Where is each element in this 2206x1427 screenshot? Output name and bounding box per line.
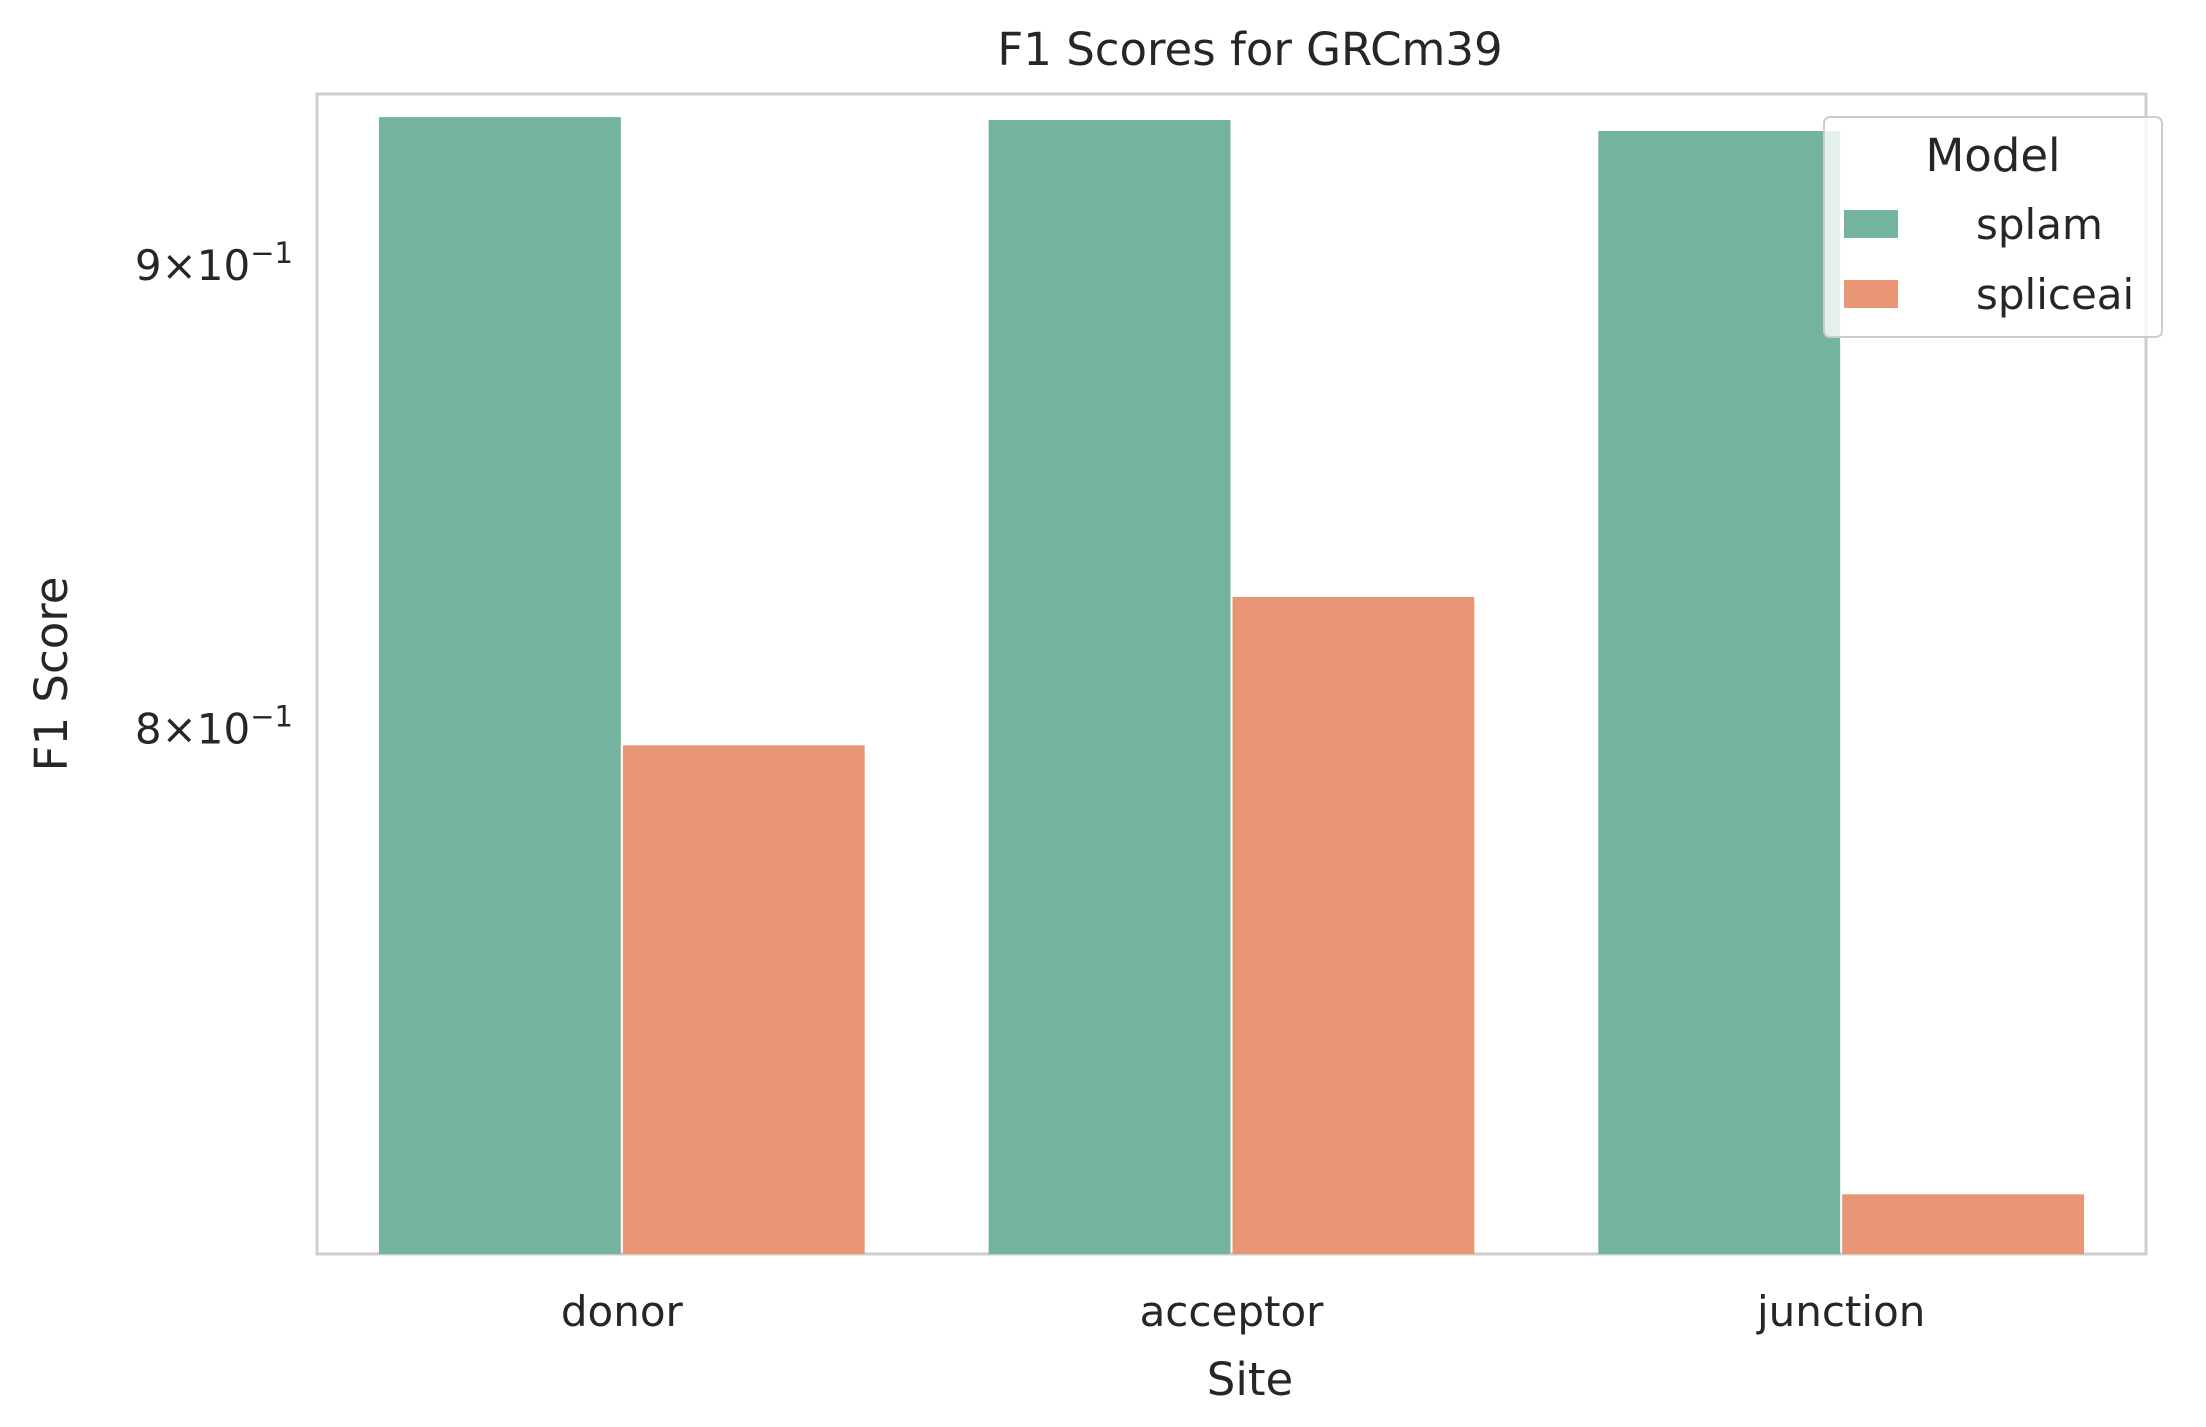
bar-splam-junction	[1598, 131, 1841, 1255]
y-tick-label: 8×10−1	[135, 700, 293, 754]
legend-box	[1823, 116, 2163, 338]
legend-swatch-splam	[1844, 210, 1898, 238]
x-tick-label-donor: donor	[561, 1287, 684, 1336]
legend-label-splam: splam	[1976, 200, 2103, 249]
bars-group	[378, 117, 2085, 1255]
legend-swatch-spliceai	[1844, 280, 1898, 308]
x-tick-labels: donor acceptor junction	[561, 1287, 1926, 1336]
chart-title: F1 Scores for GRCm39	[997, 23, 1502, 76]
x-tick-label-junction: junction	[1756, 1287, 1925, 1336]
bar-spliceai-acceptor	[1232, 597, 1475, 1254]
bar-splam-donor	[378, 117, 621, 1255]
y-tick-label: 9×10−1	[135, 236, 293, 290]
x-axis-label: Site	[1207, 1353, 1293, 1406]
bar-spliceai-donor	[622, 745, 865, 1254]
legend-title: Model	[1925, 129, 2060, 182]
bar-spliceai-junction	[1842, 1194, 2085, 1254]
y-tick-labels: 9×10−1 8×10−1	[135, 236, 293, 753]
legend: Model splam spliceai	[1823, 116, 2163, 338]
x-tick-label-acceptor: acceptor	[1140, 1287, 1325, 1336]
y-axis-label: F1 Score	[25, 577, 78, 772]
bar-splam-acceptor	[988, 120, 1231, 1254]
legend-label-spliceai: spliceai	[1976, 270, 2134, 319]
